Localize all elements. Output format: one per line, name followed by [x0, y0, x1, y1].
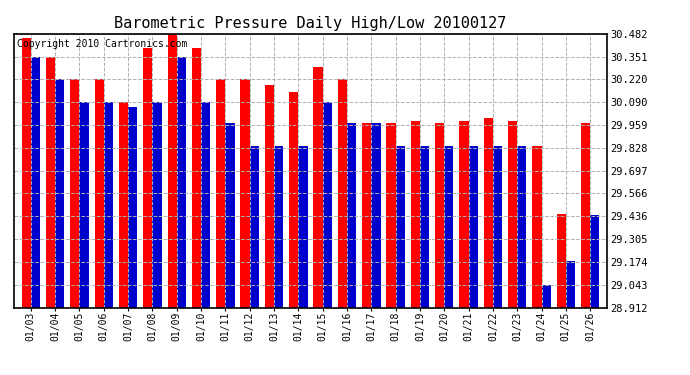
Bar [177, 57, 186, 308]
Bar [95, 80, 103, 308]
Bar [55, 80, 64, 308]
Bar [444, 146, 453, 308]
Bar [168, 34, 177, 308]
Bar [265, 85, 274, 308]
Title: Barometric Pressure Daily High/Low 20100127: Barometric Pressure Daily High/Low 20100… [115, 16, 506, 31]
Bar [79, 102, 89, 308]
Bar [518, 146, 526, 308]
Bar [70, 80, 79, 308]
Bar [216, 80, 226, 308]
Bar [484, 118, 493, 308]
Bar [289, 92, 298, 308]
Bar [201, 102, 210, 308]
Bar [581, 123, 590, 308]
Bar [362, 123, 371, 308]
Text: Copyright 2010 Cartronics.com: Copyright 2010 Cartronics.com [17, 39, 187, 49]
Bar [119, 102, 128, 308]
Bar [128, 107, 137, 308]
Bar [323, 102, 332, 308]
Bar [298, 146, 308, 308]
Bar [31, 57, 40, 308]
Bar [493, 146, 502, 308]
Bar [337, 80, 347, 308]
Bar [46, 57, 55, 308]
Bar [240, 80, 250, 308]
Bar [395, 146, 405, 308]
Bar [420, 146, 429, 308]
Bar [435, 123, 444, 308]
Bar [590, 215, 600, 308]
Bar [371, 123, 381, 308]
Bar [566, 261, 575, 308]
Bar [21, 38, 31, 308]
Bar [508, 121, 518, 308]
Bar [104, 102, 113, 308]
Bar [532, 146, 542, 308]
Bar [152, 102, 161, 308]
Bar [274, 146, 284, 308]
Bar [557, 214, 566, 308]
Bar [347, 123, 356, 308]
Bar [144, 48, 152, 308]
Bar [313, 67, 323, 308]
Bar [192, 48, 201, 308]
Bar [460, 121, 469, 308]
Bar [386, 123, 395, 308]
Bar [469, 146, 477, 308]
Bar [226, 123, 235, 308]
Bar [542, 285, 551, 308]
Bar [411, 121, 420, 308]
Bar [250, 146, 259, 308]
